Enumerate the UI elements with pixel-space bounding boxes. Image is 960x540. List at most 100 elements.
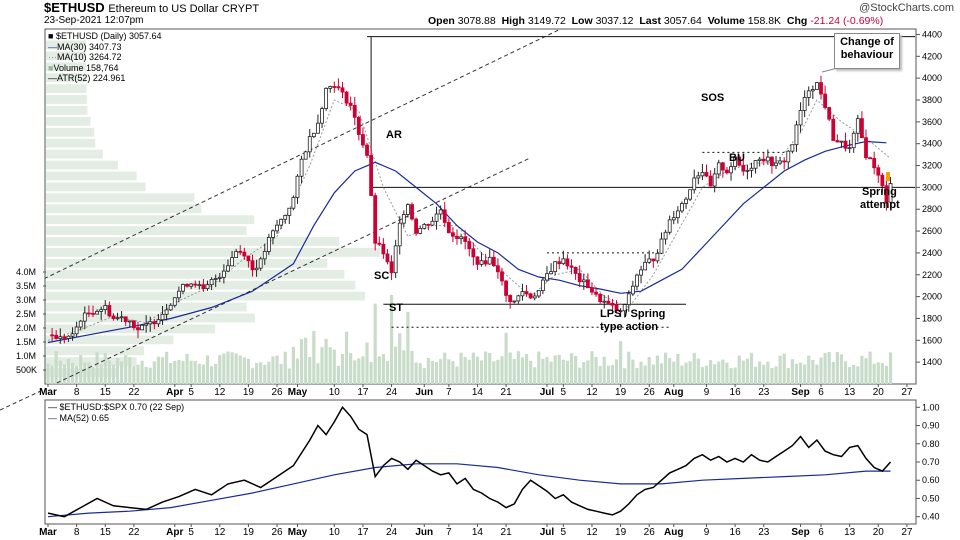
high-label: High [501, 15, 525, 27]
legend-ratio-ma: — MA(52) 0.65 [48, 412, 110, 423]
volume-bar [177, 359, 181, 384]
x-tick-label: Sep [791, 527, 809, 538]
legend-ma30: —MA(30) 3407.73 [48, 41, 122, 52]
volume-bar [672, 361, 676, 384]
volume-bar [602, 356, 606, 384]
volume-bar [128, 357, 132, 384]
volume-bar [545, 357, 549, 384]
candle-body [221, 270, 226, 278]
candle-body [553, 261, 558, 273]
candle-body [577, 273, 582, 283]
candle-body [598, 293, 603, 303]
volume-bar [639, 361, 643, 384]
candle-body [594, 291, 598, 295]
candle-body [136, 327, 140, 331]
volume-bar [394, 346, 398, 384]
candle-body [831, 118, 836, 141]
candle-body [50, 334, 54, 337]
volume-bar [340, 354, 345, 384]
candle-body [790, 144, 795, 152]
y-tick-label: 1400 [922, 357, 942, 367]
x-tick-label: 16 [730, 527, 742, 538]
volume-bar [46, 363, 50, 384]
last-label: Last [639, 15, 661, 27]
volume-bar [349, 352, 353, 384]
candle-body [610, 302, 615, 306]
candle-body [590, 287, 594, 293]
candle-body [618, 310, 623, 313]
candle-body [712, 173, 717, 187]
volume-bar [803, 364, 807, 384]
volume-by-price-bar [46, 95, 87, 104]
x-tick-label: 17 [357, 387, 369, 398]
candle-body [557, 261, 562, 265]
y-tick-label: 0.50 [922, 493, 940, 503]
candle-body [475, 256, 480, 265]
high-value: 3149.72 [527, 15, 566, 27]
candle-body [446, 222, 451, 234]
volume-bar [124, 355, 128, 384]
candle-body [393, 245, 398, 274]
volume-bar [815, 364, 819, 384]
candle-body [806, 90, 811, 98]
volume-bar [136, 364, 140, 384]
volume-bar [569, 353, 574, 384]
volume-bar [377, 356, 381, 384]
volume-value: 158.8K [747, 15, 782, 27]
candle-body [328, 86, 333, 89]
volume-by-price-bar [46, 182, 146, 192]
x-tick-label: May [288, 527, 308, 538]
volume-bar [242, 357, 246, 384]
candle-body [414, 218, 419, 234]
candle-body [700, 172, 705, 177]
volume-by-price-bar [46, 138, 96, 148]
volume-bar [484, 351, 488, 384]
volume-bar [574, 355, 578, 384]
candle-body [671, 217, 676, 221]
volume-bar [798, 362, 803, 384]
candle-body [737, 156, 742, 166]
candle-body [614, 304, 619, 312]
candle-body [307, 136, 312, 153]
candle-body [234, 251, 239, 258]
legend-volume: ■Volume 158,764 [48, 62, 119, 73]
candle-body [189, 283, 194, 287]
volume-label: Volume [707, 15, 745, 27]
legend-atr: —ATR(52) 224.961 [48, 73, 126, 83]
y-tick-label: 0.70 [922, 457, 940, 467]
candle-body [532, 295, 537, 299]
volume-bar [312, 330, 316, 384]
candle-body [696, 175, 701, 179]
volume-bar [745, 358, 749, 384]
watermark: @StockCharts.com [859, 2, 954, 14]
candle-body [794, 124, 799, 146]
volume-bar [520, 357, 525, 384]
y-tick-label: 2000 [922, 292, 942, 302]
volume-bar [770, 368, 774, 384]
candle-body [185, 284, 189, 287]
candle-body [156, 319, 161, 325]
x-tick-label: 23 [758, 387, 770, 398]
volume-bar [614, 359, 619, 384]
candle-body [528, 293, 533, 299]
y-tick-label: 0.40 [922, 512, 940, 522]
candle-body [406, 204, 410, 215]
x-tick-label: 8 [74, 527, 80, 538]
volume-bar [708, 360, 713, 384]
volume-bar [524, 354, 529, 384]
volume-bar [58, 360, 62, 384]
candle-body [381, 243, 386, 255]
volume-axis-label: 3.0M [16, 295, 36, 305]
volume-bar [295, 358, 300, 384]
candle-body [745, 169, 750, 172]
volume-bar [132, 366, 136, 384]
volume-bar [737, 355, 741, 384]
candle-body [823, 93, 827, 108]
x-tick-label: 27 [901, 527, 913, 538]
volume-bar [189, 360, 193, 384]
candle-body [651, 258, 656, 262]
candle-body [217, 276, 222, 279]
candle-body [643, 261, 648, 271]
volume-bar [79, 354, 83, 384]
candle-body [172, 297, 177, 306]
